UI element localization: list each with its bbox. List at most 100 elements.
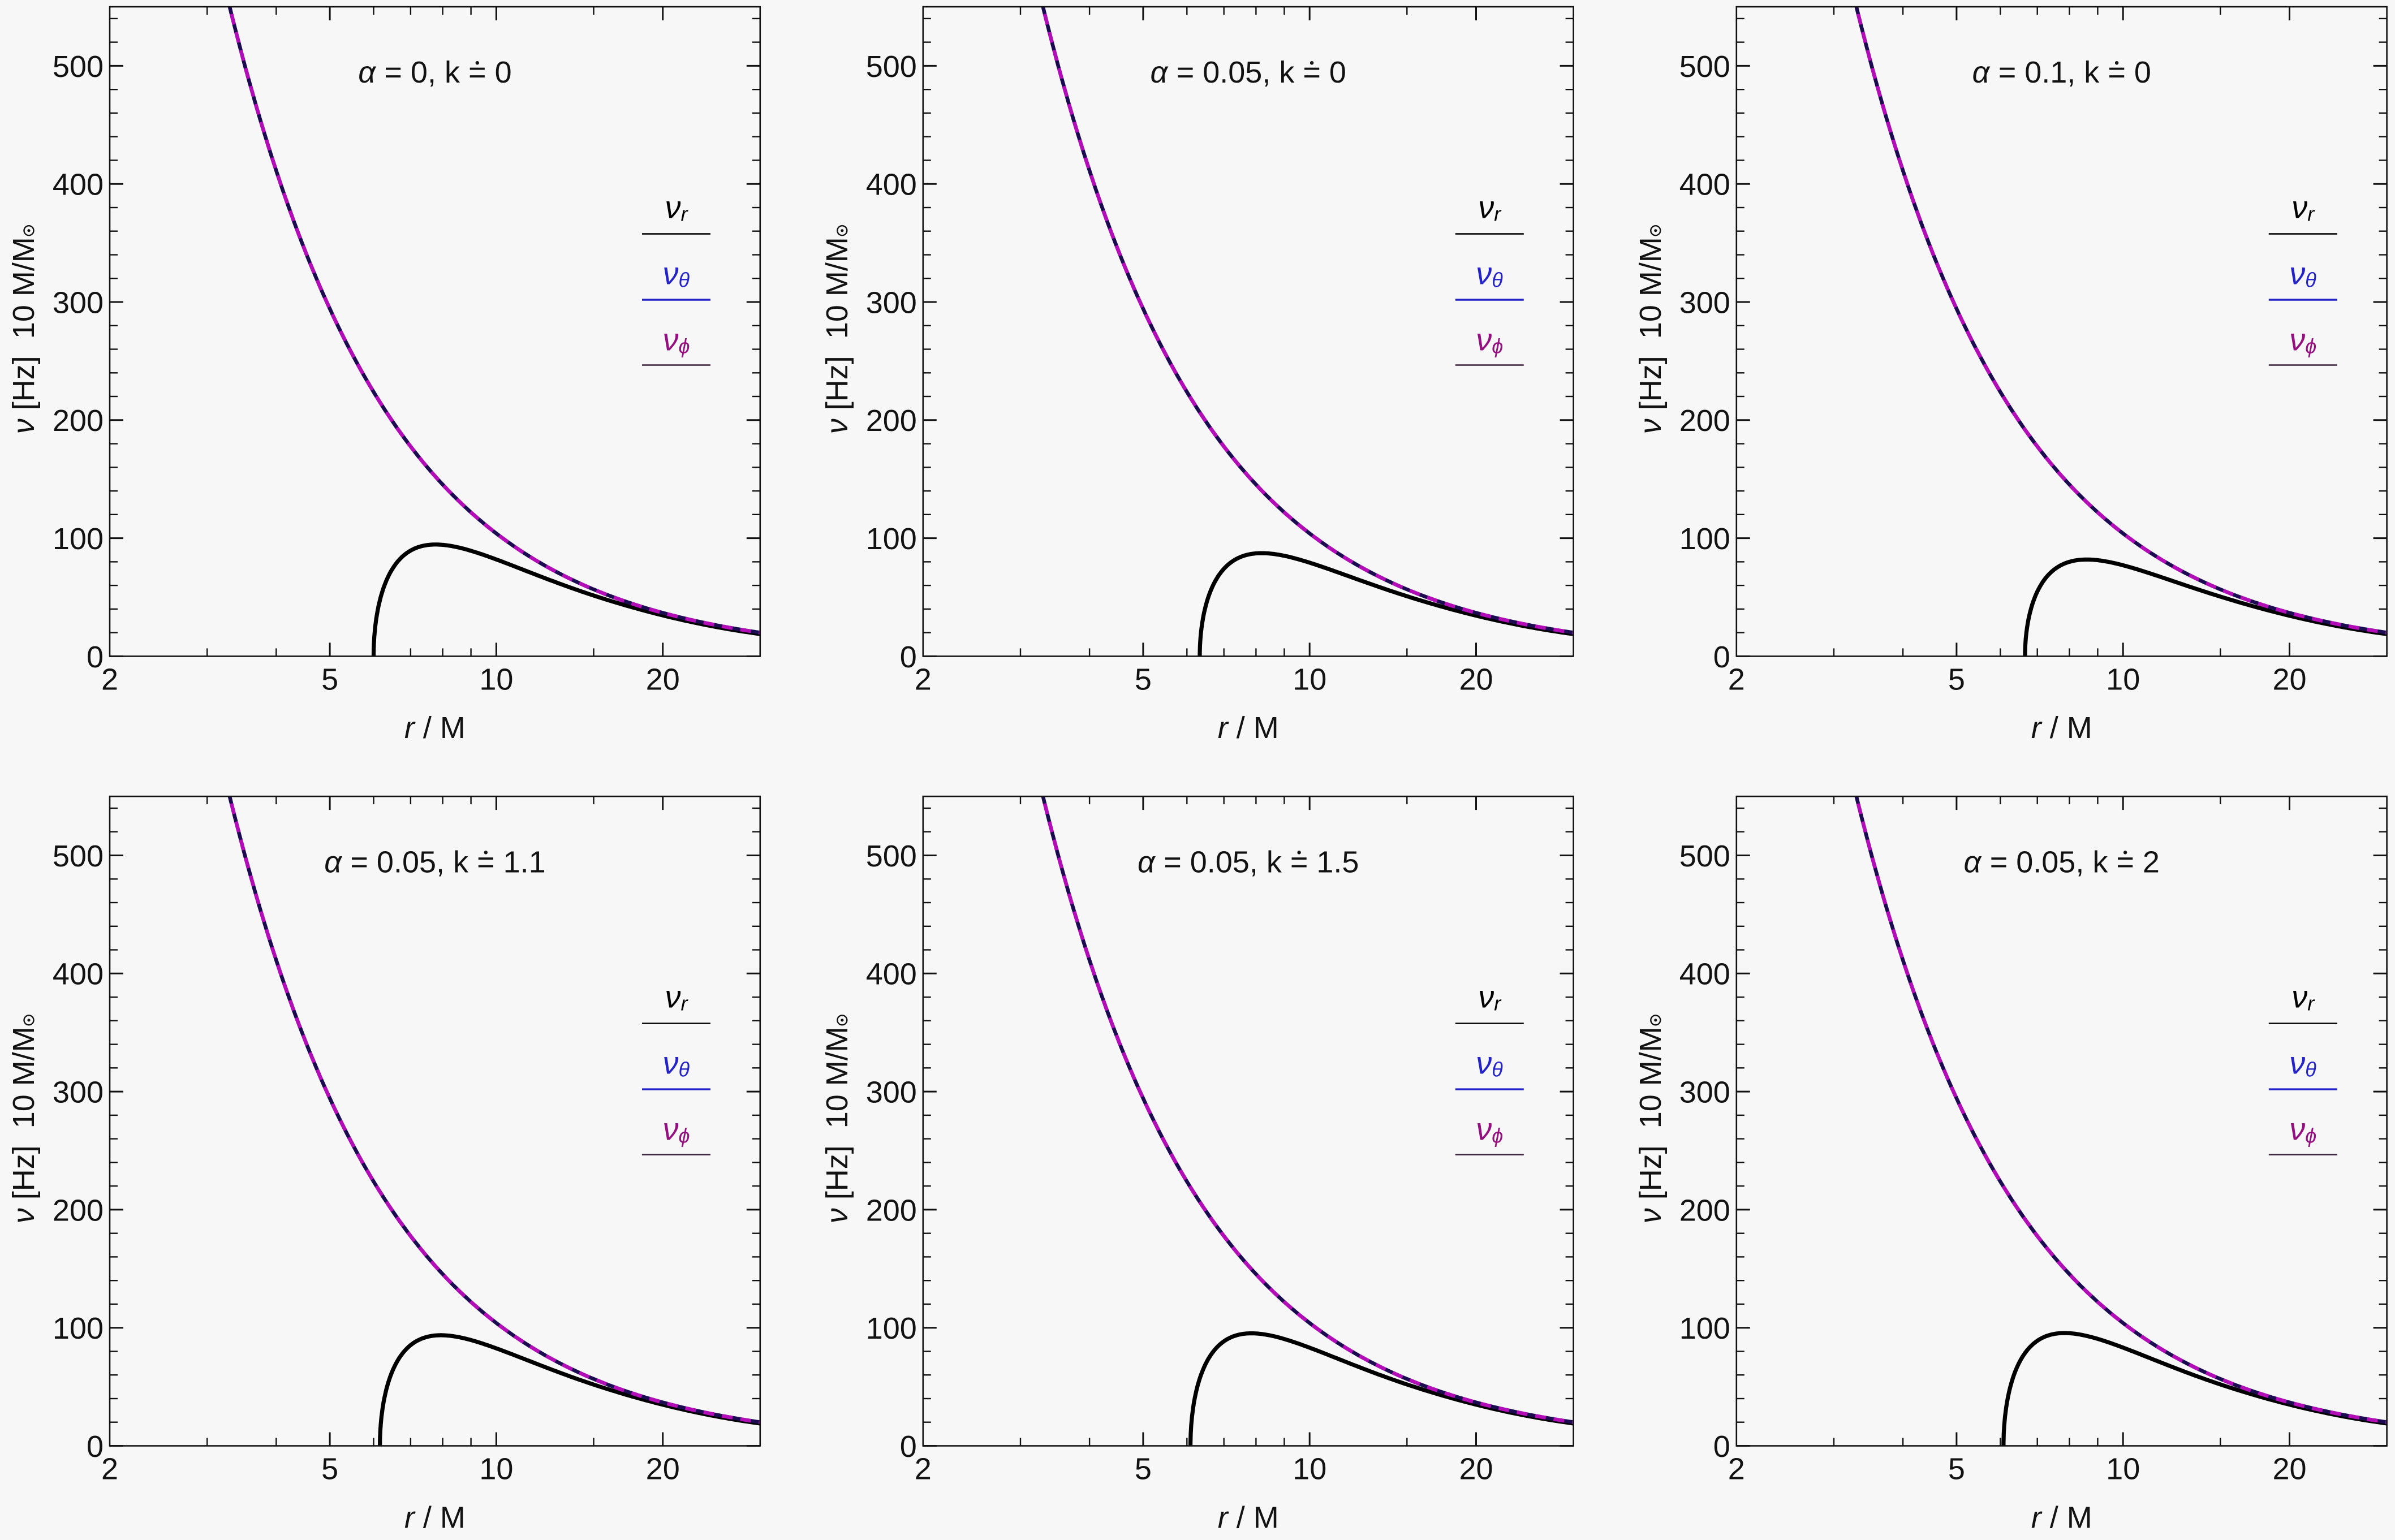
svg-text:/ M: / M: [2041, 711, 2092, 745]
svg-text:0: 0: [87, 1430, 104, 1464]
svg-text:5: 5: [1948, 1452, 1965, 1486]
svg-text:= 0.05, k: = 0.05, k: [1982, 845, 2117, 879]
svg-text:= 0.05, k: = 0.05, k: [342, 845, 477, 879]
svg-text:0: 0: [1321, 55, 1346, 89]
svg-text:θ: θ: [1492, 269, 1503, 292]
svg-text:100: 100: [866, 522, 917, 556]
svg-text:θ: θ: [1492, 1058, 1503, 1081]
svg-text:2: 2: [915, 662, 932, 696]
svg-text:200: 200: [53, 1193, 104, 1227]
svg-text:2: 2: [915, 1452, 932, 1486]
svg-text:0: 0: [2126, 55, 2151, 89]
svg-text:200: 200: [1679, 404, 1730, 438]
svg-text:20: 20: [1459, 1452, 1493, 1486]
svg-text:ν: ν: [2289, 256, 2305, 291]
svg-text:200: 200: [1679, 1193, 1730, 1227]
svg-text:[Hz] 10 M/M: [Hz] 10 M/M: [7, 1026, 41, 1208]
svg-text:300: 300: [1679, 286, 1730, 320]
svg-text:20: 20: [2272, 662, 2306, 696]
svg-text:r: r: [2307, 992, 2315, 1015]
svg-text:400: 400: [1679, 168, 1730, 202]
svg-text:100: 100: [866, 1312, 917, 1345]
svg-text:ν: ν: [2289, 1111, 2305, 1147]
svg-text:100: 100: [53, 522, 104, 556]
svg-text:1.5: 1.5: [1308, 845, 1359, 879]
svg-text:500: 500: [1679, 839, 1730, 873]
svg-text:[Hz] 10 M/M: [Hz] 10 M/M: [820, 1026, 854, 1208]
svg-text:0: 0: [900, 640, 917, 674]
svg-text:=: =: [2116, 845, 2134, 879]
svg-text:1.1: 1.1: [495, 845, 546, 879]
svg-text:θ: θ: [2305, 269, 2316, 292]
svg-text:ν: ν: [665, 189, 681, 225]
svg-text:10: 10: [1293, 1452, 1326, 1486]
svg-text:ν: ν: [663, 322, 679, 357]
svg-text:=: =: [468, 55, 486, 89]
svg-text:400: 400: [1679, 957, 1730, 991]
svg-text:500: 500: [866, 50, 917, 84]
svg-text:ν: ν: [2289, 322, 2305, 357]
svg-text:r: r: [404, 1500, 416, 1534]
svg-text:500: 500: [866, 839, 917, 873]
svg-text:10: 10: [1293, 662, 1326, 696]
svg-text:/ M: / M: [415, 711, 466, 745]
svg-text:r: r: [404, 711, 416, 745]
svg-text:400: 400: [866, 957, 917, 991]
svg-text:300: 300: [866, 1076, 917, 1110]
svg-text:α: α: [1138, 845, 1156, 879]
svg-text:5: 5: [1135, 662, 1152, 696]
svg-text:100: 100: [1679, 522, 1730, 556]
svg-text:ν: ν: [7, 419, 41, 434]
svg-text:10: 10: [479, 1452, 513, 1486]
svg-text:r: r: [2031, 1500, 2043, 1534]
svg-text:θ: θ: [2305, 1058, 2316, 1081]
svg-text:=: =: [477, 845, 495, 879]
svg-text:r: r: [2031, 711, 2043, 745]
svg-text:2: 2: [1728, 662, 1745, 696]
svg-text:[Hz] 10 M/M: [Hz] 10 M/M: [7, 237, 41, 419]
svg-text:α: α: [358, 55, 377, 89]
svg-text:20: 20: [1459, 662, 1493, 696]
svg-text:ν: ν: [2289, 1045, 2305, 1081]
svg-text:0: 0: [486, 55, 512, 89]
svg-text:0: 0: [1713, 640, 1730, 674]
svg-text:ν: ν: [2291, 189, 2307, 225]
svg-text:ν: ν: [7, 1208, 41, 1223]
svg-text:10: 10: [2106, 662, 2140, 696]
svg-text:500: 500: [53, 839, 104, 873]
svg-text:[Hz] 10 M/M: [Hz] 10 M/M: [1634, 1026, 1668, 1208]
svg-text:=: =: [1303, 55, 1321, 89]
svg-text:400: 400: [53, 957, 104, 991]
svg-text:/ M: / M: [2041, 1500, 2092, 1534]
svg-text:20: 20: [646, 1452, 680, 1486]
svg-text:r: r: [1494, 992, 1502, 1015]
svg-text:ν: ν: [1476, 256, 1492, 291]
svg-text:ν: ν: [665, 979, 681, 1015]
svg-text:100: 100: [1679, 1312, 1730, 1345]
svg-text:20: 20: [2272, 1452, 2306, 1486]
svg-text:θ: θ: [679, 269, 690, 292]
svg-text:500: 500: [53, 50, 104, 84]
svg-text:0: 0: [87, 640, 104, 674]
svg-text:0: 0: [900, 1430, 917, 1464]
svg-text:ν: ν: [1476, 1045, 1492, 1081]
svg-text:ν: ν: [663, 1111, 679, 1147]
svg-text:/ M: / M: [415, 1500, 466, 1534]
svg-text:ν: ν: [1476, 1111, 1492, 1147]
svg-text:ν: ν: [2291, 979, 2307, 1015]
svg-text:ϕ: ϕ: [2305, 1124, 2316, 1148]
svg-text:ϕ: ϕ: [2305, 335, 2316, 358]
svg-text:300: 300: [1679, 1076, 1730, 1110]
svg-text:= 0.1, k: = 0.1, k: [1990, 55, 2108, 89]
svg-text:α: α: [1972, 55, 1991, 89]
svg-text:0: 0: [1713, 1430, 1730, 1464]
svg-text:10: 10: [2106, 1452, 2140, 1486]
svg-text:[Hz] 10 M/M: [Hz] 10 M/M: [820, 237, 854, 419]
svg-text:2: 2: [1728, 1452, 1745, 1486]
svg-text:10: 10: [479, 662, 513, 696]
svg-text:100: 100: [53, 1312, 104, 1345]
svg-text:ν: ν: [1478, 979, 1494, 1015]
svg-text:ν: ν: [820, 1208, 854, 1223]
svg-text:ϕ: ϕ: [679, 1124, 690, 1148]
svg-text:ϕ: ϕ: [1492, 335, 1503, 358]
